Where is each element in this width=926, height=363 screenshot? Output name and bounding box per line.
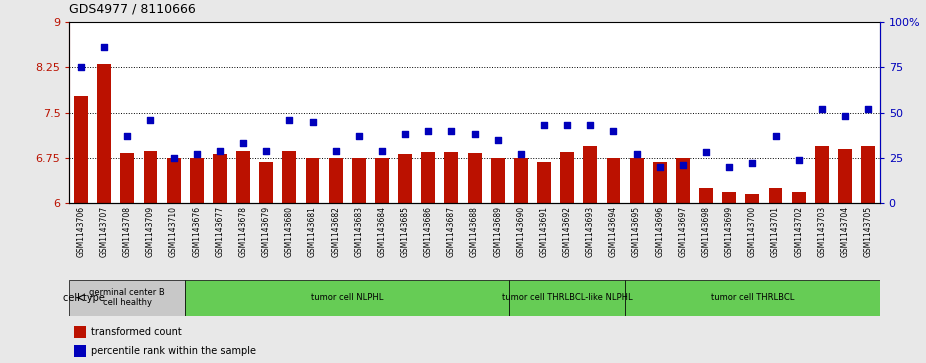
- Bar: [73, 326, 86, 338]
- Text: tumor cell THRLBCL: tumor cell THRLBCL: [710, 293, 795, 302]
- Bar: [630, 158, 644, 203]
- Bar: [444, 152, 458, 203]
- Bar: [167, 158, 181, 203]
- Point: [74, 64, 89, 70]
- Point: [721, 164, 736, 170]
- Bar: [190, 158, 204, 203]
- Point: [189, 151, 204, 157]
- Bar: [509, 280, 625, 316]
- Point: [167, 155, 181, 161]
- Bar: [699, 188, 713, 203]
- Point: [306, 119, 320, 125]
- Bar: [792, 192, 806, 203]
- Point: [235, 140, 250, 146]
- Point: [652, 164, 667, 170]
- Point: [698, 150, 713, 155]
- Bar: [769, 188, 782, 203]
- Bar: [375, 158, 389, 203]
- Bar: [560, 152, 574, 203]
- Bar: [722, 192, 736, 203]
- Bar: [421, 152, 435, 203]
- Bar: [185, 280, 509, 316]
- Point: [258, 148, 274, 154]
- Bar: [329, 158, 343, 203]
- Point: [397, 131, 412, 137]
- Point: [282, 117, 296, 123]
- Point: [606, 128, 620, 134]
- Point: [374, 148, 389, 154]
- Bar: [282, 151, 296, 203]
- Text: cell type: cell type: [63, 293, 105, 303]
- Point: [213, 148, 228, 154]
- Point: [120, 133, 135, 139]
- Point: [420, 128, 436, 134]
- Point: [467, 131, 482, 137]
- Point: [629, 151, 644, 157]
- Bar: [398, 154, 412, 203]
- Point: [837, 113, 852, 119]
- Bar: [120, 153, 134, 203]
- Point: [791, 157, 806, 163]
- Bar: [144, 151, 157, 203]
- Point: [583, 122, 598, 128]
- Point: [768, 133, 782, 139]
- Bar: [514, 158, 528, 203]
- Bar: [306, 158, 319, 203]
- Text: tumor cell NLPHL: tumor cell NLPHL: [311, 293, 383, 302]
- Bar: [73, 345, 86, 357]
- Bar: [607, 158, 620, 203]
- Bar: [69, 280, 185, 316]
- Point: [444, 128, 459, 134]
- Point: [328, 148, 343, 154]
- Bar: [491, 158, 505, 203]
- Bar: [97, 64, 111, 203]
- Bar: [583, 146, 597, 203]
- Text: GDS4977 / 8110666: GDS4977 / 8110666: [69, 3, 196, 16]
- Bar: [259, 162, 273, 203]
- Bar: [468, 153, 482, 203]
- Bar: [537, 162, 551, 203]
- Point: [513, 151, 528, 157]
- Bar: [653, 162, 667, 203]
- Point: [559, 122, 574, 128]
- Point: [814, 106, 829, 112]
- Bar: [352, 158, 366, 203]
- Point: [97, 44, 112, 50]
- Bar: [676, 158, 690, 203]
- Bar: [74, 95, 88, 203]
- Text: tumor cell THRLBCL-like NLPHL: tumor cell THRLBCL-like NLPHL: [502, 293, 632, 302]
- Point: [491, 137, 506, 143]
- Bar: [236, 151, 250, 203]
- Bar: [213, 154, 227, 203]
- Text: transformed count: transformed count: [92, 327, 182, 337]
- Point: [352, 133, 367, 139]
- Text: germinal center B
cell healthy: germinal center B cell healthy: [90, 288, 165, 307]
- Point: [144, 117, 158, 123]
- Bar: [861, 146, 875, 203]
- Point: [675, 162, 690, 168]
- Bar: [745, 193, 759, 203]
- Point: [536, 122, 551, 128]
- Bar: [625, 280, 880, 316]
- Point: [745, 160, 759, 166]
- Bar: [815, 146, 829, 203]
- Text: percentile rank within the sample: percentile rank within the sample: [92, 346, 257, 356]
- Bar: [838, 149, 852, 203]
- Point: [860, 106, 875, 112]
